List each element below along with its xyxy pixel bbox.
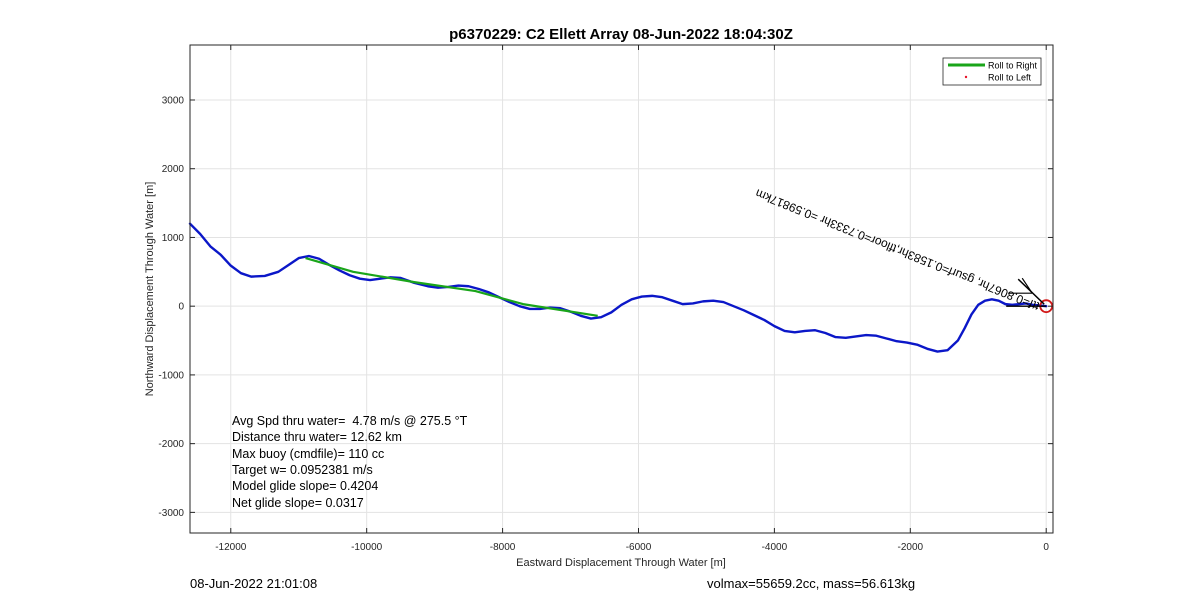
footer-timestamp: 08-Jun-2022 21:01:08 bbox=[190, 576, 318, 591]
x-tick-label: -6000 bbox=[626, 542, 652, 553]
stat-target-w: Target w= 0.0952381 m/s bbox=[232, 463, 373, 477]
plot-background bbox=[190, 45, 1053, 533]
roll-right-line bbox=[305, 257, 598, 317]
y-tick-label: 0 bbox=[178, 302, 184, 313]
y-tick-label: 2000 bbox=[162, 164, 185, 175]
stat-avg-speed: Avg Spd thru water= 4.78 m/s @ 275.5 °T bbox=[232, 414, 468, 428]
y-tick-label: -1000 bbox=[158, 370, 184, 381]
track-line bbox=[188, 222, 1048, 353]
y-tick-label: 1000 bbox=[162, 233, 185, 244]
legend: Roll to Right Roll to Left bbox=[942, 57, 1042, 86]
x-tick-label: -12000 bbox=[215, 542, 247, 553]
arrow-head-line bbox=[1021, 277, 1033, 294]
plot-axes-box bbox=[189, 44, 1054, 534]
legend-box bbox=[942, 57, 1042, 86]
y-axis-label: Northward Displacement Through Water [m] bbox=[144, 182, 156, 397]
x-tick-label: 0 bbox=[1043, 542, 1049, 553]
stat-distance: Distance thru water= 12.62 km bbox=[232, 430, 402, 444]
x-tick-label: -2000 bbox=[898, 542, 924, 553]
x-tick-label: -10000 bbox=[351, 542, 383, 553]
y-tick-label: 3000 bbox=[162, 95, 185, 106]
stats-block: Avg Spd thru water= 4.78 m/s @ 275.5 °T … bbox=[232, 414, 468, 510]
stat-net-glide: Net glide slope= 0.0317 bbox=[232, 496, 364, 510]
x-axis-label: Eastward Displacement Through Water [m] bbox=[516, 557, 726, 569]
legend-dot-roll-left bbox=[964, 75, 968, 79]
stat-max-buoy: Max buoy (cmdfile)= 110 cc bbox=[232, 447, 384, 461]
legend-label-roll-left: Roll to Left bbox=[988, 73, 1032, 83]
stat-model-glide: Model glide slope= 0.4204 bbox=[232, 479, 378, 493]
legend-label-roll-right: Roll to Right bbox=[988, 61, 1038, 71]
tick-layer: -12000 -10000 -8000 -6000 -4000 -2000 0-3000-2… bbox=[158, 45, 1053, 553]
footer-volmax-mass: volmax=55659.2cc, mass=56.613kg bbox=[707, 576, 916, 591]
x-tick-label: -4000 bbox=[762, 542, 788, 553]
y-tick-label: -2000 bbox=[158, 439, 184, 450]
chart-title: p6370229: C2 Ellett Array 08-Jun-2022 18… bbox=[449, 26, 793, 43]
y-tick-label: -3000 bbox=[158, 508, 184, 519]
x-tick-label: -8000 bbox=[490, 542, 516, 553]
